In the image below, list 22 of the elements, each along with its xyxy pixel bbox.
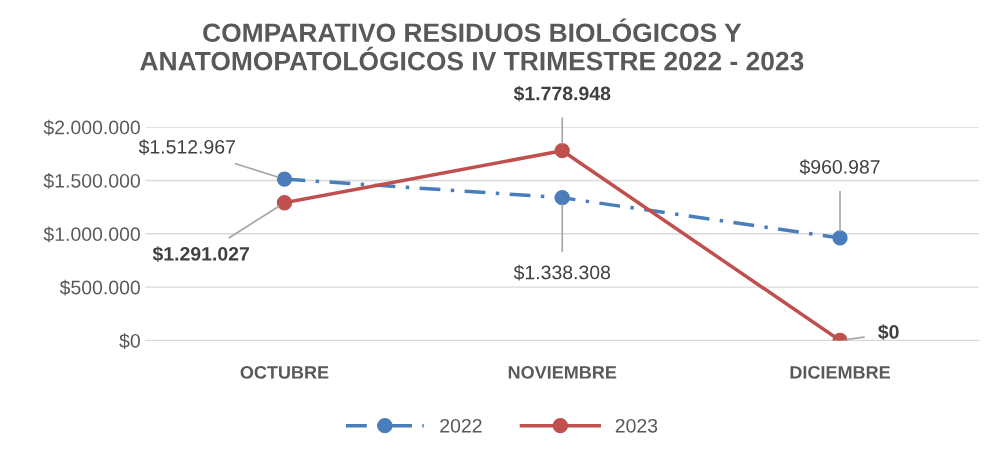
x-tick-label: OCTUBRE bbox=[240, 365, 329, 379]
y-tick-label: $1.000.000 bbox=[43, 226, 140, 243]
data-label: $1.338.308 bbox=[513, 264, 611, 281]
data-label: $960.987 bbox=[799, 159, 880, 175]
point bbox=[276, 195, 293, 211]
y-tick-label: $0 bbox=[119, 333, 140, 349]
point bbox=[276, 171, 293, 187]
legend-label: 2022 bbox=[440, 418, 482, 433]
point bbox=[554, 190, 570, 206]
data-label: $0 bbox=[878, 324, 899, 341]
chart-title: COMPARATIVO RESIDUOS BIOLÓGICOS Y ANATOMOPATOLÓGICOS IV TRIMESTRE 2022 - 2023 bbox=[140, 18, 804, 71]
x-tick-label: NOVIEMBRE bbox=[508, 365, 617, 379]
data-label: $1.291.027 bbox=[152, 246, 249, 263]
legend-label: 2023 bbox=[615, 418, 658, 433]
data-label: $1.512.967 bbox=[138, 139, 235, 155]
point bbox=[832, 230, 848, 246]
y-tick-label: $500.000 bbox=[59, 279, 140, 296]
data-label: $1.778.948 bbox=[513, 85, 611, 102]
y-tick-label: $1.500.000 bbox=[43, 173, 140, 189]
point bbox=[554, 143, 570, 159]
x-tick-label: DICIEMBRE bbox=[790, 365, 890, 379]
y-tick-label: $2.000.000 bbox=[43, 119, 140, 136]
